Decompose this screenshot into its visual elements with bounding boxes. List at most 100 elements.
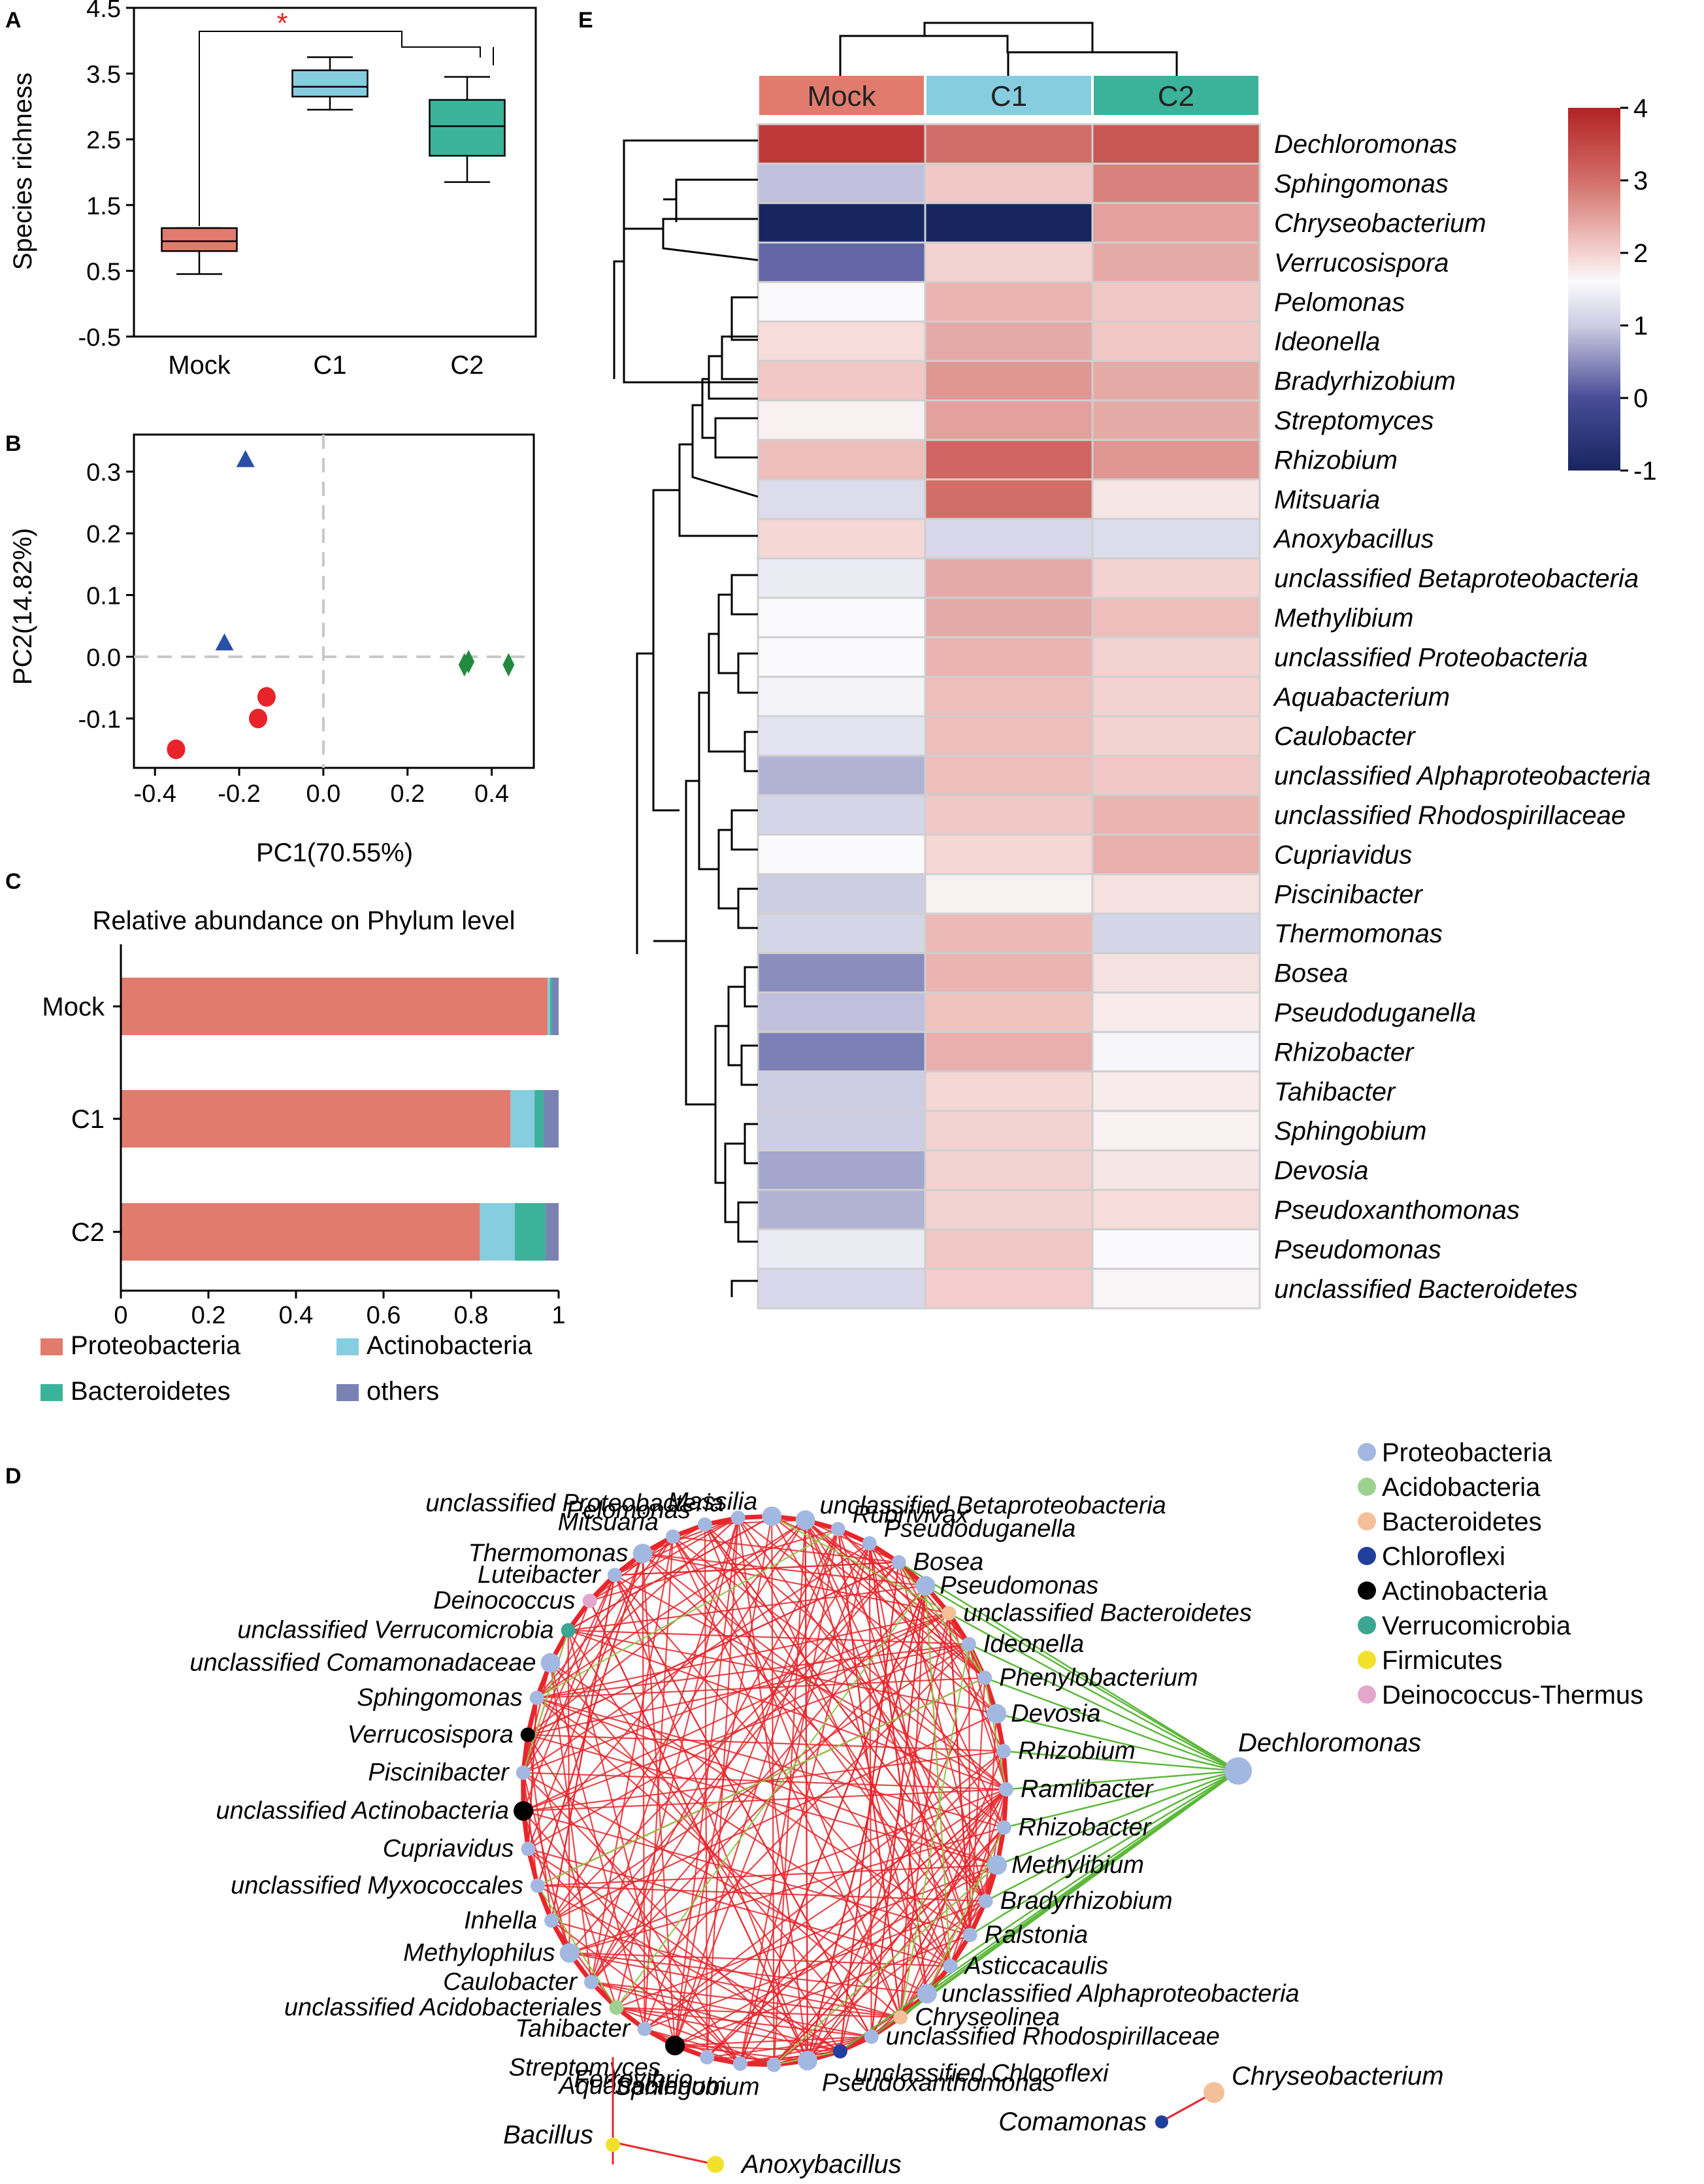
e-cell bbox=[924, 1228, 1094, 1270]
e-cell bbox=[757, 202, 926, 244]
e-cell bbox=[1091, 794, 1261, 836]
d-edge-positive bbox=[672, 1536, 951, 1967]
d-edge-negative bbox=[996, 1713, 1239, 1772]
c-legend-swatch bbox=[41, 1338, 63, 1355]
e-cell bbox=[1091, 241, 1261, 284]
e-cell bbox=[757, 123, 926, 165]
d-node bbox=[832, 2043, 847, 2059]
d-node bbox=[998, 1782, 1013, 1797]
e-cell bbox=[757, 320, 926, 362]
d-edge-negative bbox=[949, 1770, 1239, 1967]
d-node-label: Tahibacter bbox=[515, 2015, 631, 2043]
d-edge-positive bbox=[806, 1585, 926, 2061]
d-edge-negative bbox=[925, 1585, 951, 1966]
e-row-label: Bradyrhizobium bbox=[1274, 367, 1456, 396]
e-cell bbox=[924, 202, 1094, 244]
b-ytick-label: -0.1 bbox=[78, 706, 121, 733]
e-cell bbox=[1091, 833, 1261, 876]
panel-c-phylum-bars: Relative abundance on Phylum level Mock C… bbox=[41, 906, 566, 1406]
d-node bbox=[942, 1606, 957, 1621]
d-edge-positive bbox=[949, 1864, 998, 1966]
d-edge-positive bbox=[523, 1810, 970, 1936]
d-node bbox=[540, 1653, 561, 1673]
a-ytick-label: 4.5 bbox=[86, 0, 121, 23]
b-xtick-label: -0.2 bbox=[218, 780, 260, 808]
a-xtick-label: Mock bbox=[168, 351, 231, 380]
d-node bbox=[530, 1878, 545, 1893]
e-cell bbox=[924, 873, 1094, 915]
d-edge-positive bbox=[771, 1515, 926, 1587]
e-cell bbox=[757, 676, 926, 718]
d-edge-positive bbox=[737, 1517, 951, 1966]
d-edge-positive bbox=[644, 1789, 1007, 2030]
d-edge-positive bbox=[527, 1734, 617, 2008]
d-edge-positive bbox=[674, 1864, 998, 2047]
e-cell bbox=[924, 1189, 1094, 1231]
d-node-label: Streptomyces bbox=[509, 2054, 661, 2081]
d-node-label: Thermomonas bbox=[468, 1540, 629, 1567]
d-edge-negative bbox=[1006, 1770, 1239, 1791]
d-edge-positive bbox=[527, 1734, 553, 1921]
d-node-label: unclassified Acidobacteriales bbox=[284, 1994, 602, 2021]
d-edge-positive bbox=[536, 1697, 902, 2018]
e-cell bbox=[757, 951, 926, 994]
d-edge-positive bbox=[739, 1585, 926, 2064]
d-edge-positive bbox=[672, 1536, 902, 2018]
e-row-label: Anoxybacillus bbox=[1273, 525, 1434, 554]
d-node bbox=[797, 2051, 817, 2071]
e-cell bbox=[1091, 912, 1261, 954]
e-cell bbox=[924, 478, 1094, 520]
d-legend-dot bbox=[1358, 1478, 1376, 1496]
e-cell bbox=[1091, 557, 1261, 599]
d-node bbox=[795, 1510, 815, 1530]
d-node-label: unclassified Actinobacteria bbox=[216, 1797, 510, 1825]
e-cell bbox=[924, 715, 1094, 757]
e-cell bbox=[924, 991, 1094, 1033]
e-cell bbox=[1091, 359, 1261, 402]
e-row-label: unclassified Bacteroidetes bbox=[1274, 1275, 1578, 1304]
d-edge-positive bbox=[642, 1553, 987, 1902]
e-cell bbox=[1091, 1189, 1261, 1231]
e-row-label: unclassified Proteobacteria bbox=[1274, 643, 1588, 672]
d-node-label: unclassified Alphaproteobacteria bbox=[942, 1980, 1300, 2008]
d-edge-positive bbox=[537, 1885, 986, 1902]
d-edge-negative bbox=[898, 1562, 986, 1679]
d-edge-positive bbox=[644, 1750, 1004, 2030]
d-node-label: unclassified Comamonadaceae bbox=[189, 1649, 536, 1677]
e-cell bbox=[1091, 1228, 1261, 1270]
d-node-label: Verrucosispora bbox=[348, 1721, 514, 1749]
a-box bbox=[429, 99, 506, 157]
d-node-label: Methylophilus bbox=[403, 1939, 555, 1966]
d-legend-label: Bacteroidetes bbox=[1382, 1508, 1542, 1536]
c-legend-swatch bbox=[41, 1384, 63, 1401]
c-bar-bacteroidetes bbox=[515, 1203, 546, 1261]
d-edge-positive bbox=[644, 1536, 674, 2029]
d-node-label: unclassified Betaproteobacteria bbox=[820, 1492, 1166, 1519]
panel-letter-c: C bbox=[5, 869, 22, 894]
e-cell bbox=[924, 320, 1094, 362]
e-cell bbox=[924, 1031, 1094, 1073]
d-edge-positive bbox=[870, 1789, 1007, 2038]
b-ytick-label: 0.3 bbox=[86, 459, 121, 487]
e-colorbar bbox=[1568, 108, 1620, 471]
d-node bbox=[730, 1510, 746, 1525]
d-edge-positive bbox=[739, 1529, 839, 2064]
d-edge-positive bbox=[614, 1574, 951, 1967]
d-edge-positive bbox=[527, 1519, 806, 1849]
c-legend-swatch bbox=[336, 1338, 359, 1355]
panel-letter-e: E bbox=[578, 8, 593, 33]
d-node bbox=[582, 1593, 597, 1608]
panel-c-title: Relative abundance on Phylum level bbox=[92, 906, 515, 935]
d-legend-label: Firmicutes bbox=[1382, 1646, 1502, 1675]
c-bar-actinobacteria bbox=[548, 978, 550, 1035]
d-node-label: Bosea bbox=[913, 1549, 984, 1576]
d-node bbox=[665, 1529, 680, 1544]
a-box bbox=[291, 69, 369, 98]
d-edge-positive bbox=[900, 1613, 950, 2018]
d-node-label: Massilia bbox=[668, 1488, 757, 1515]
d-node bbox=[607, 1568, 622, 1583]
d-node bbox=[544, 1913, 559, 1928]
d-node-label: Pseudomonas bbox=[940, 1572, 1098, 1600]
d-node bbox=[664, 2036, 685, 2056]
e-cell bbox=[1091, 754, 1261, 797]
